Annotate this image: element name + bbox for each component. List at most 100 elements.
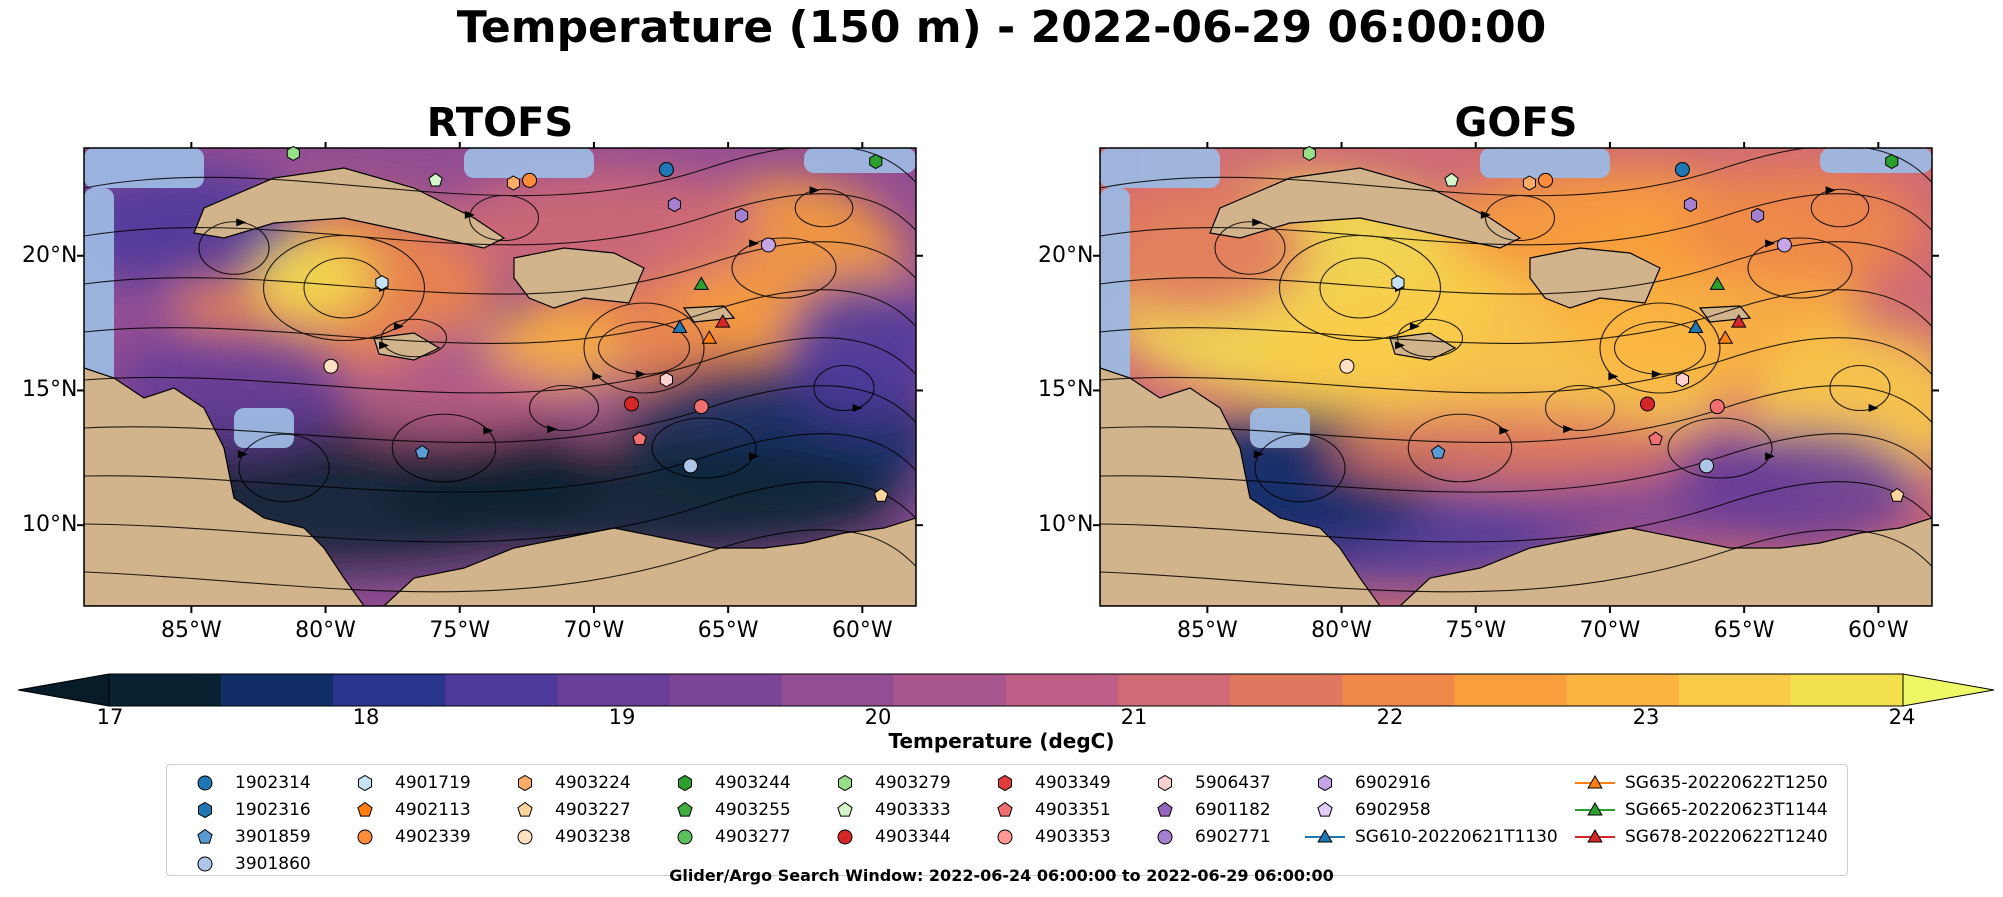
legend-label: 6902771: [1195, 827, 1271, 847]
land-polygon: [383, 517, 916, 606]
legend-marker-icon: [518, 774, 532, 792]
legend-label: SG665-20220623T1144: [1625, 800, 1828, 820]
land-polygon: [193, 167, 506, 249]
longitude-tick-label: 70°W: [1579, 618, 1641, 643]
legend-label: 4903279: [875, 773, 951, 793]
colorbar-segment: [445, 674, 558, 706]
argo-float-marker: [375, 275, 389, 291]
glider-marker: [1730, 314, 1747, 328]
legend-item: 5906437: [1145, 771, 1271, 795]
map-title-rtofs: RTOFS: [426, 100, 574, 146]
glider-marker: [701, 330, 718, 344]
legend-label: 6901182: [1195, 800, 1271, 820]
legend-label: 4903224: [555, 773, 631, 793]
colorbar-segment: [221, 674, 334, 706]
argo-float-marker: [869, 153, 883, 170]
argo-float-marker: [735, 207, 749, 223]
legend-item: SG678-20220622T1240: [1575, 825, 1828, 849]
legend-label: 5906437: [1195, 773, 1271, 793]
legend-item: 4901719: [345, 771, 471, 795]
legend-label: SG635-20220622T1250: [1625, 773, 1828, 793]
legend-marker-icon: [517, 829, 533, 845]
colorbar-label: Temperature (degC): [888, 729, 1115, 753]
legend-marker-icon: [997, 829, 1013, 845]
latitude-tick-label: 10°N: [1038, 512, 1094, 538]
argo-float-marker: [624, 396, 640, 412]
legend-marker-icon: [838, 774, 852, 792]
longitude-tick-label: 65°W: [697, 618, 759, 643]
legend-marker-icon: [677, 829, 693, 845]
longitude-tick-label: 60°W: [831, 618, 893, 643]
argo-float-marker: [1776, 237, 1792, 253]
colorbar-segment: [1230, 674, 1343, 706]
legend-label: 6902916: [1355, 773, 1431, 793]
argo-float-marker: [1751, 207, 1765, 223]
colorbar-segment: [1118, 674, 1231, 706]
map-canvas: [1093, 142, 1939, 613]
legend-label: 1902314: [235, 773, 311, 793]
argo-float-marker: [506, 175, 520, 191]
legend-item: SG635-20220622T1250: [1575, 771, 1828, 795]
map-panel-rtofs[interactable]: 20°N 15°N 10°N 85°W 80°W 75°W 70°W 65°W 60°W: [22, 142, 923, 643]
legend-marker-icon: [1157, 801, 1173, 817]
argo-float-marker: [414, 444, 430, 459]
longitude-tick-label: 85°W: [160, 618, 222, 643]
legend-item: 4903277: [665, 825, 791, 849]
legend-marker-icon: [678, 774, 692, 792]
legend-label: 4903344: [875, 827, 951, 847]
legend-label: 4903351: [1035, 800, 1111, 820]
map-title-gofs: GOFS: [1454, 100, 1578, 146]
legend-marker-icon: [358, 774, 372, 792]
colorbar-segment: [333, 674, 446, 706]
legend-marker-icon: [837, 829, 853, 845]
legend-item: 1902314: [185, 771, 311, 795]
legend-label: 4903244: [715, 773, 791, 793]
map-panel-gofs[interactable]: 20°N 15°N 10°N 85°W 80°W 75°W 70°W 65°W 60°W: [1038, 142, 1939, 643]
legend-label: 3901859: [235, 827, 311, 847]
argo-float-marker: [428, 172, 443, 187]
legend-item: 6902916: [1305, 771, 1431, 795]
argo-float-marker: [1522, 175, 1536, 191]
legend-item: 4903227: [505, 798, 631, 822]
legend-label: 4903349: [1035, 773, 1111, 793]
colorbar-segment: [893, 674, 1007, 706]
argo-float-marker: [659, 372, 673, 388]
legend-label: 4903255: [715, 800, 791, 820]
glider-marker: [693, 276, 710, 290]
argo-float-marker: [286, 145, 300, 161]
legend-marker-icon: [998, 774, 1012, 792]
longitude-tick-label: 65°W: [1713, 618, 1775, 643]
colorbar-segment: [1678, 674, 1792, 706]
legend-marker-icon: [1318, 774, 1332, 792]
legend-marker-icon: [837, 801, 853, 817]
colorbar-segment: [1566, 674, 1680, 706]
legend-item: 4903238: [505, 825, 631, 849]
legend-item: 4903244: [665, 771, 791, 795]
legend-item: SG665-20220623T1144: [1575, 798, 1828, 822]
longitude-tick-label: 60°W: [1847, 618, 1909, 643]
argo-float-marker: [1430, 444, 1446, 459]
colorbar-tick: 18: [352, 705, 380, 729]
latitude-tick-label: 15°N: [22, 377, 78, 403]
legend-item: SG610-20220621T1130: [1305, 825, 1558, 849]
legend-item: 3901860: [185, 852, 311, 876]
glider-marker: [1688, 319, 1704, 333]
argo-float-marker: [522, 172, 538, 188]
colorbar-extend-low: [18, 673, 110, 707]
argo-float-marker: [1889, 487, 1905, 502]
colorbar-segment: [1006, 674, 1119, 706]
glider-marker: [714, 314, 731, 328]
legend-item: 6902771: [1145, 825, 1271, 849]
argo-float-marker: [658, 162, 674, 178]
legend-label: 1902316: [235, 800, 311, 820]
argo-float-marker: [1648, 431, 1663, 446]
colorbar-segment: [1454, 674, 1568, 706]
argo-float-marker: [1339, 358, 1355, 374]
argo-float-marker: [632, 431, 647, 446]
argo-float-marker: [873, 487, 889, 502]
legend-label: 4902113: [395, 800, 471, 820]
argo-float-marker: [1391, 275, 1405, 291]
argo-float-marker: [1699, 458, 1715, 474]
legend-marker-icon: [997, 801, 1013, 817]
colorbar-tick: 17: [96, 705, 124, 729]
